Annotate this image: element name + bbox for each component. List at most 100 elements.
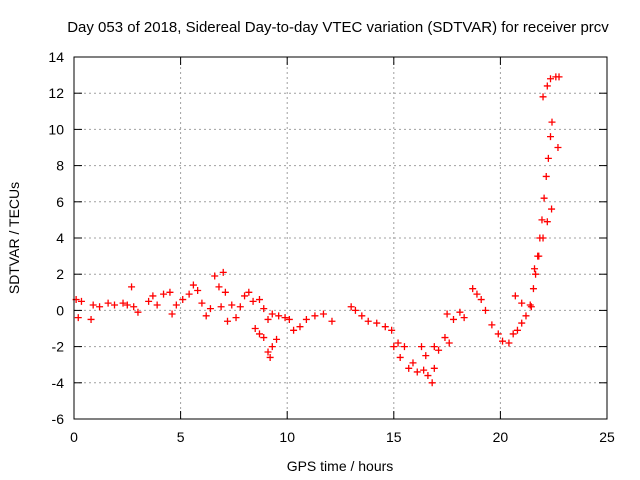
data-point <box>255 330 263 338</box>
tick-labels: 0 5 10 15 20 25 -6 -4 -2 0 2 4 6 8 10 12 14 <box>48 49 615 445</box>
data-point <box>522 312 530 320</box>
data-point <box>255 296 263 304</box>
data-point <box>290 326 298 334</box>
x-tick-label: 25 <box>599 429 615 445</box>
data-point <box>206 305 214 313</box>
data-point <box>145 297 153 305</box>
data-point <box>547 75 555 83</box>
data-point <box>264 348 272 356</box>
y-tick-label: 14 <box>48 49 64 65</box>
data-point <box>405 364 413 372</box>
data-point <box>119 299 127 307</box>
data-point <box>543 82 551 90</box>
data-point <box>285 315 293 323</box>
data-point <box>251 325 259 332</box>
y-tick-label: -2 <box>52 339 65 355</box>
data-point <box>554 144 562 151</box>
data-point <box>529 285 537 293</box>
data-point <box>149 292 157 300</box>
data-point <box>518 299 526 307</box>
data-point <box>443 310 451 318</box>
data-point <box>388 326 396 334</box>
data-point <box>535 252 543 260</box>
data-point <box>328 317 336 325</box>
grid-lines <box>74 57 607 419</box>
data-point <box>268 343 276 351</box>
y-tick-label: 0 <box>56 302 64 318</box>
data-point <box>422 352 430 360</box>
data-point <box>456 308 464 316</box>
data-point <box>281 314 289 322</box>
y-tick-label: 2 <box>56 266 64 282</box>
data-point <box>275 312 283 320</box>
data-point <box>111 301 119 309</box>
y-tick-label: -4 <box>52 375 65 391</box>
x-tick-label: 15 <box>386 429 402 445</box>
data-point <box>364 317 372 325</box>
data-point <box>527 303 535 311</box>
data-point <box>543 218 551 226</box>
data-point <box>273 335 281 343</box>
data-point <box>153 301 161 309</box>
data-point <box>249 297 257 305</box>
data-point <box>245 288 253 296</box>
data-point <box>219 268 227 276</box>
data-point <box>424 372 432 380</box>
data-point <box>228 301 236 309</box>
data-point <box>168 310 176 318</box>
data-point <box>89 301 97 309</box>
data-point <box>420 366 428 374</box>
data-point <box>77 297 85 305</box>
data-point <box>179 296 187 304</box>
data-point <box>96 303 104 311</box>
data-point <box>548 205 556 213</box>
data-point <box>268 310 276 318</box>
x-tick-label: 20 <box>493 429 509 445</box>
data-point <box>513 326 521 334</box>
data-point <box>134 308 142 316</box>
data-point <box>166 288 174 296</box>
x-axis-label: GPS time / hours <box>287 458 394 474</box>
data-point <box>189 281 197 289</box>
data-point <box>518 319 526 327</box>
x-tick-label: 10 <box>279 429 295 445</box>
data-point <box>373 319 381 327</box>
y-tick-label: 10 <box>48 121 64 137</box>
data-point <box>547 133 555 141</box>
chart-title: Day 053 of 2018, Sidereal Day-to-day VTE… <box>67 19 609 36</box>
plot-frame <box>73 56 608 420</box>
data-point <box>488 321 496 329</box>
data-point <box>394 339 402 347</box>
data-point <box>319 310 327 318</box>
data-point <box>505 339 513 347</box>
data-point <box>538 216 546 224</box>
data-point <box>400 343 408 351</box>
data-point <box>381 323 389 331</box>
data-point <box>211 272 219 280</box>
data-point <box>396 353 404 361</box>
x-tick-label: 5 <box>177 429 185 445</box>
data-point <box>499 337 507 345</box>
data-point <box>296 323 304 331</box>
data-point <box>87 315 95 323</box>
data-point <box>160 290 168 298</box>
data-point <box>494 330 502 338</box>
data-point <box>311 312 319 320</box>
data-point <box>409 359 417 367</box>
data-point <box>435 346 443 354</box>
data-point <box>548 118 556 126</box>
data-point <box>224 317 232 325</box>
data-point <box>449 315 457 323</box>
data-point <box>172 301 180 309</box>
data-point <box>266 353 274 361</box>
data-point <box>236 303 244 311</box>
data-point <box>194 286 202 294</box>
data-point <box>413 368 421 376</box>
y-tick-label: 6 <box>56 194 64 210</box>
data-point <box>441 334 449 342</box>
data-point <box>430 343 438 351</box>
x-tick-label: 0 <box>70 429 78 445</box>
y-tick-label: -6 <box>52 411 65 427</box>
data-point <box>418 343 426 351</box>
data-point <box>542 172 550 180</box>
